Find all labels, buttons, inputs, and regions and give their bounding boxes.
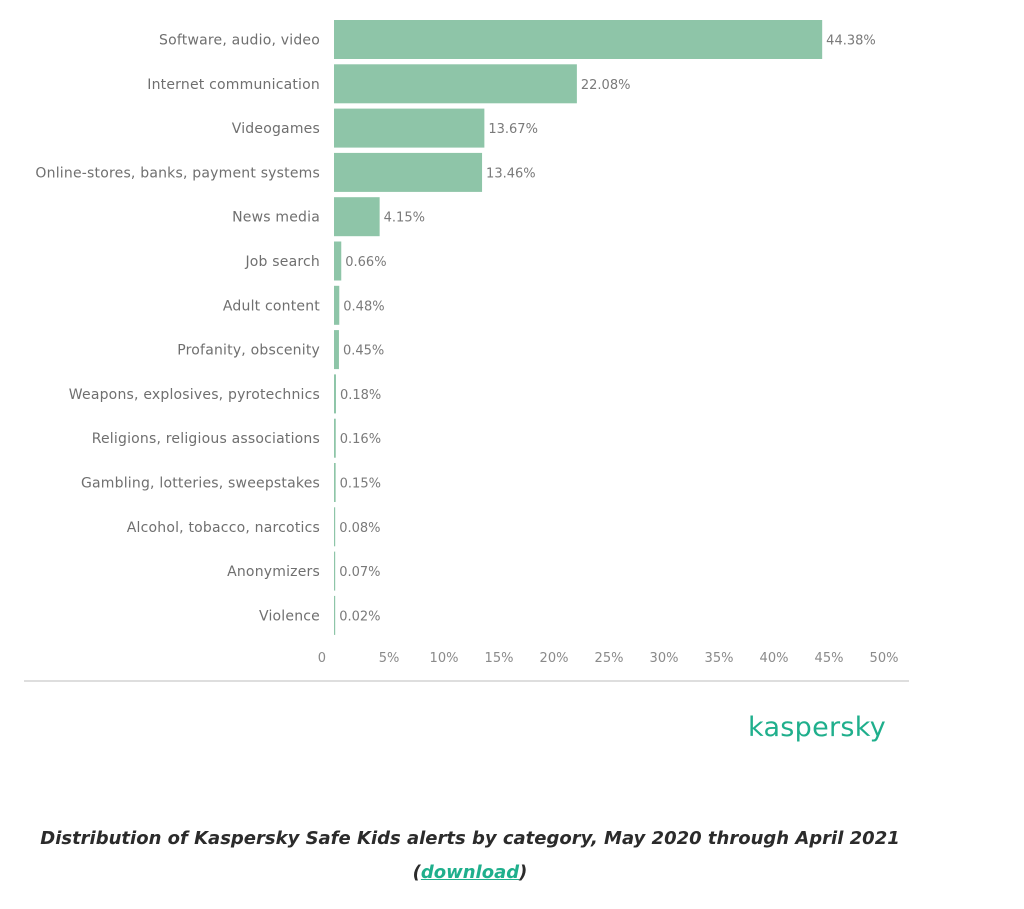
- category-label: Videogames: [232, 121, 320, 137]
- bar-job-search: [334, 241, 342, 281]
- kaspersky-logo: kaspersky: [748, 712, 886, 743]
- bar-violence: [334, 595, 336, 635]
- category-label: Violence: [259, 608, 320, 624]
- value-label: 0.66%: [345, 255, 386, 270]
- value-label: 0.16%: [340, 432, 381, 447]
- category-label: Anonymizers: [227, 564, 320, 580]
- value-label: 0.18%: [340, 388, 381, 403]
- bar-online-stores-banks-payment-systems: [334, 152, 483, 192]
- bar-videogames: [334, 108, 485, 148]
- category-label: Weapons, explosives, pyrotechnics: [69, 387, 320, 403]
- category-label: News media: [232, 210, 320, 226]
- bar-anonymizers: [334, 551, 336, 591]
- bar-alcohol-tobacco-narcotics: [334, 507, 336, 547]
- x-tick-label: 5%: [379, 651, 400, 666]
- bar-chart: Software, audio, video Internet communica…: [24, 20, 909, 682]
- x-tick-label: 50%: [870, 651, 899, 666]
- x-tick-label: 0: [318, 651, 326, 666]
- x-tick-label: 40%: [760, 651, 789, 666]
- category-label: Job search: [244, 254, 320, 270]
- category-label: Gambling, lotteries, sweepstakes: [81, 476, 320, 492]
- category-label: Adult content: [223, 298, 320, 314]
- caption-open-paren: (: [412, 862, 421, 883]
- x-tick-label: 20%: [540, 651, 569, 666]
- x-tick-label: 30%: [650, 651, 679, 666]
- value-label: 13.67%: [488, 122, 538, 137]
- kaspersky-logo-text: kaspersky: [748, 712, 887, 743]
- value-label: 0.08%: [339, 521, 380, 536]
- value-label: 0.48%: [343, 299, 384, 314]
- category-label: Software, audio, video: [159, 33, 320, 49]
- value-label: 0.07%: [339, 565, 380, 580]
- x-axis-ticks-group: 0 5% 10% 15% 20% 25% 30% 35% 40% 45% 50%: [318, 651, 899, 666]
- category-label: Religions, religious associations: [92, 431, 320, 447]
- value-label: 0.02%: [339, 609, 380, 624]
- value-label: 0.15%: [340, 477, 381, 492]
- x-tick-label: 35%: [705, 651, 734, 666]
- value-label: 13.46%: [486, 166, 536, 181]
- bar-adult-content: [334, 285, 340, 325]
- value-labels-group: 44.38% 22.08% 13.67% 13.46% 4.15% 0.66% 0.48% 0…: [339, 34, 876, 625]
- value-label: 0.45%: [343, 344, 384, 359]
- category-label: Internet communication: [147, 77, 320, 93]
- value-label: 4.15%: [384, 211, 425, 226]
- bar-news-media: [334, 197, 380, 237]
- caption-close-paren: ): [519, 862, 528, 883]
- x-tick-label: 15%: [485, 651, 514, 666]
- category-label: Profanity, obscenity: [177, 343, 320, 359]
- caption-text: Distribution of Kaspersky Safe Kids aler…: [40, 828, 900, 849]
- x-tick-label: 25%: [595, 651, 624, 666]
- bar-internet-communication: [334, 64, 577, 104]
- bar-weapons-explosives-pyrotechnics: [334, 374, 336, 414]
- bars-group: [334, 20, 823, 635]
- x-tick-label: 10%: [430, 651, 459, 666]
- bar-profanity-obscenity: [334, 330, 339, 370]
- download-link[interactable]: download: [420, 862, 520, 883]
- bar-gambling-lotteries-sweepstakes: [334, 463, 336, 502]
- category-labels-group: Software, audio, video Internet communica…: [35, 33, 320, 625]
- bar-religions-religious-associations: [334, 418, 336, 458]
- value-label: 22.08%: [581, 78, 631, 93]
- value-label: 44.38%: [826, 34, 876, 49]
- caption-download-line: (download): [0, 856, 940, 890]
- category-label: Online-stores, banks, payment systems: [35, 165, 320, 181]
- chart-caption: Distribution of Kaspersky Safe Kids aler…: [0, 822, 940, 890]
- category-label: Alcohol, tobacco, narcotics: [127, 520, 320, 536]
- bar-software-audio-video: [334, 20, 823, 59]
- x-tick-label: 45%: [815, 651, 844, 666]
